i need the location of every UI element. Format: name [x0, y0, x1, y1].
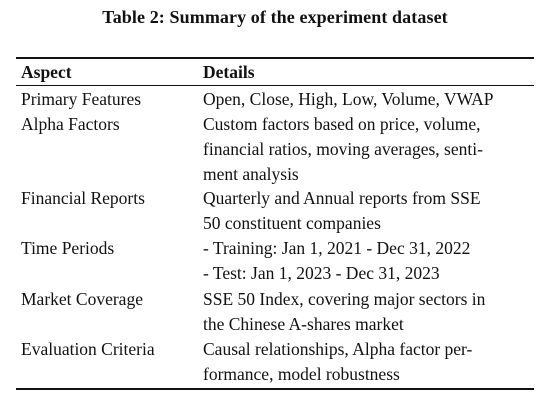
row-details-financial-reports: Quarterly and Annual reports from SSE 50… [203, 186, 531, 236]
row-aspect-time-periods: Time Periods [21, 238, 115, 258]
row-details-time-periods: - Training: Jan 1, 2021 - Dec 31, 2022 -… [203, 236, 531, 286]
row-details-evaluation-criteria: Causal relationships, Alpha factor per- … [203, 337, 531, 387]
header-details: Details [203, 62, 255, 82]
row-aspect-market-coverage: Market Coverage [21, 289, 143, 309]
row-aspect-financial-reports: Financial Reports [21, 188, 145, 208]
header-rule [16, 85, 534, 86]
details-line: Causal relationships, Alpha factor per- [203, 339, 473, 359]
details-line: formance, model robustness [203, 363, 400, 384]
row-details-primary-features: Open, Close, High, Low, Volume, VWAP [203, 87, 531, 112]
details-line: financial ratios, moving averages, senti… [203, 138, 483, 159]
header-aspect: Aspect [21, 62, 72, 82]
details-line: SSE 50 Index, covering major sectors in [203, 289, 486, 309]
details-line: the Chinese A-shares market [203, 313, 404, 334]
details-line: Custom factors based on price, volume, [203, 114, 481, 134]
details-line: Quarterly and Annual reports from SSE [203, 188, 481, 208]
row-aspect-primary-features: Primary Features [21, 89, 142, 109]
row-aspect-alpha-factors: Alpha Factors [21, 114, 120, 134]
details-line: ment analysis [203, 163, 299, 184]
row-details-alpha-factors: Custom factors based on price, volume, f… [203, 112, 531, 186]
details-line: Open, Close, High, Low, Volume, VWAP [203, 89, 494, 109]
details-line: 50 constituent companies [203, 212, 381, 233]
details-line: - Training: Jan 1, 2021 - Dec 31, 2022 [203, 238, 471, 258]
row-details-market-coverage: SSE 50 Index, covering major sectors in … [203, 287, 531, 337]
top-rule [16, 57, 534, 59]
bottom-rule [16, 388, 534, 390]
table-caption: Table 2: Summary of the experiment datas… [102, 7, 448, 27]
row-aspect-evaluation-criteria: Evaluation Criteria [21, 339, 155, 359]
details-line: - Test: Jan 1, 2023 - Dec 31, 2023 [203, 262, 440, 283]
